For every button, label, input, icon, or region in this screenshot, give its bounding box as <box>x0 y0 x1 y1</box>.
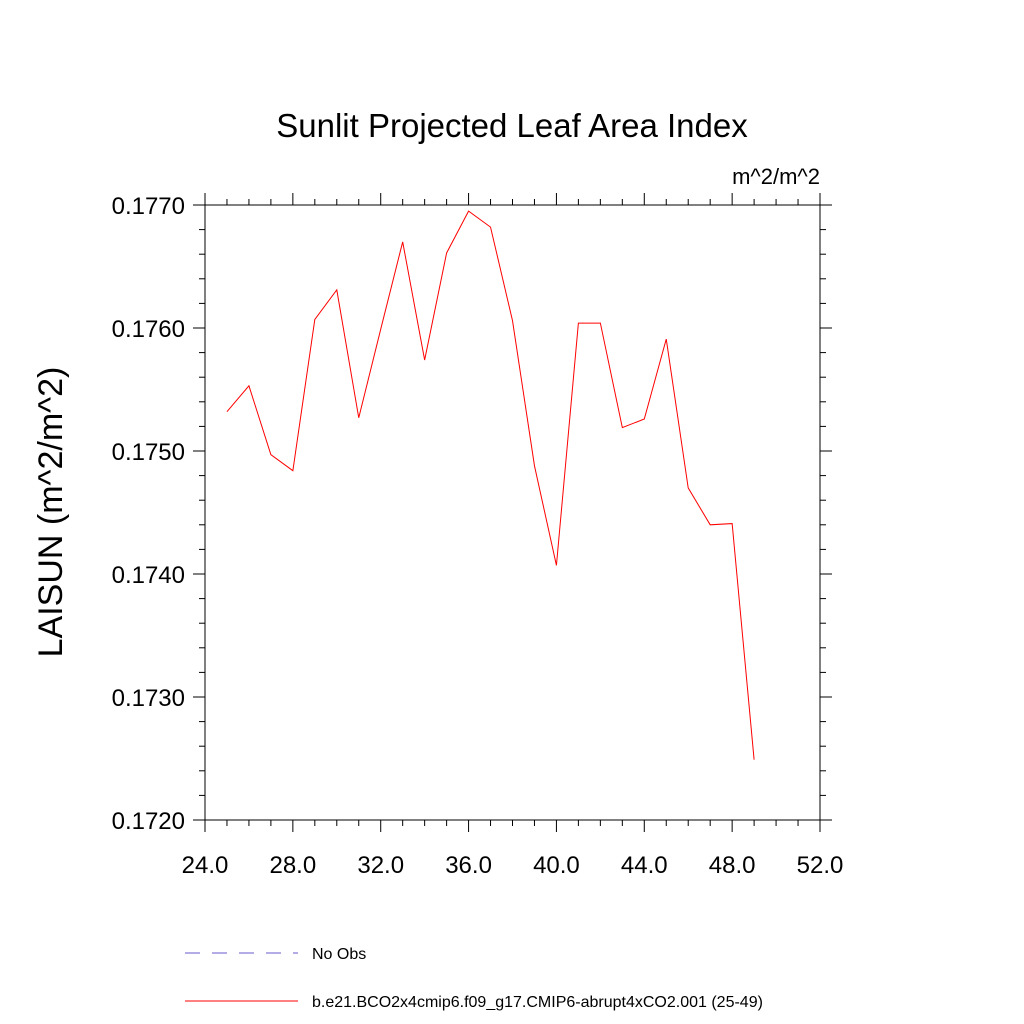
series-layer <box>226 210 755 760</box>
axis-ticks: 24.0 28.0 32.0 36.0 40.0 44.0 48.0 52.0 0.1720 0.… <box>112 193 844 879</box>
x-tick-label: 44.0 <box>621 852 668 879</box>
y-tick-label: 0.1730 <box>112 685 185 712</box>
x-tick-label: 48.0 <box>709 852 756 879</box>
legend-label-no-obs: No Obs <box>312 946 366 963</box>
plot-frame <box>204 204 821 821</box>
series-line <box>226 210 755 760</box>
y-axis-label: LAISUN (m^2/m^2) <box>32 367 70 658</box>
x-tick-label: 28.0 <box>269 852 316 879</box>
x-tick-label: 32.0 <box>357 852 404 879</box>
x-tick-label: 24.0 <box>182 852 229 879</box>
x-tick-label: 36.0 <box>445 852 492 879</box>
y-tick-label: 0.1760 <box>112 316 185 343</box>
chart-title: Sunlit Projected Leaf Area Index <box>276 107 748 144</box>
legend-label-series: b.e21.BCO2x4cmip6.f09_g17.CMIP6-abrupt4x… <box>312 994 763 1011</box>
y-tick-label: 0.1750 <box>112 439 185 466</box>
y-tick-label: 0.1770 <box>112 193 185 220</box>
x-tick-label: 52.0 <box>797 852 844 879</box>
y-tick-label: 0.1740 <box>112 562 185 589</box>
x-tick-label: 40.0 <box>533 852 580 879</box>
legend: No Obs b.e21.BCO2x4cmip6.f09_g17.CMIP6-a… <box>185 946 763 1011</box>
units-label: m^2/m^2 <box>732 164 820 189</box>
y-tick-label: 0.1720 <box>112 808 185 835</box>
